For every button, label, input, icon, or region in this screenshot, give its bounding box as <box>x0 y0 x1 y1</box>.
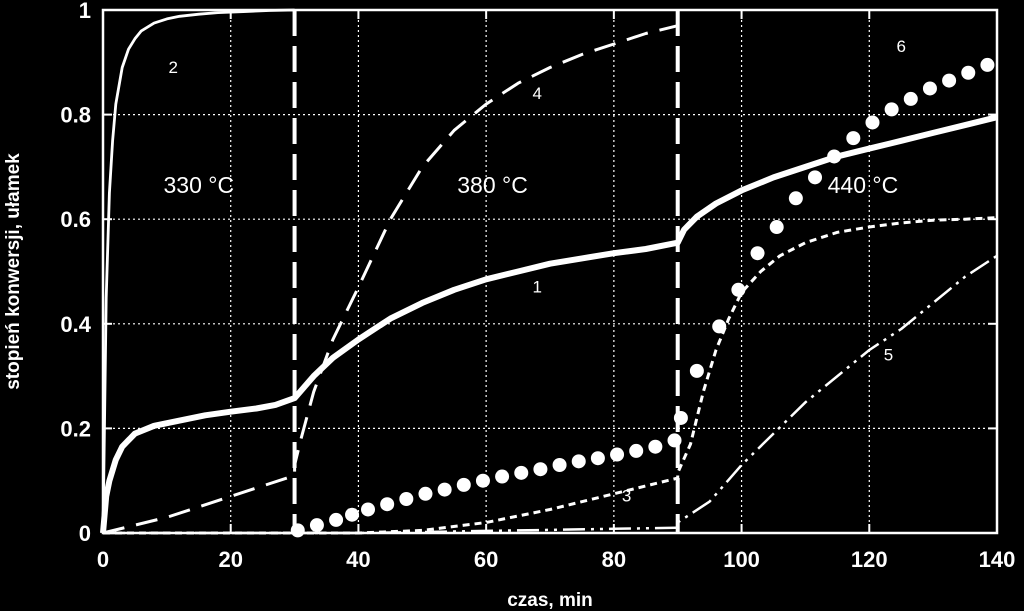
x-tick-label-6: 120 <box>851 547 888 572</box>
series-6-point-35 <box>942 73 957 88</box>
plot-frame <box>101 8 999 535</box>
series-6-point-15 <box>571 454 586 469</box>
series-6-point-18 <box>629 443 644 458</box>
series-6-point-29 <box>827 149 842 164</box>
x-tick-label-1: 20 <box>218 547 242 572</box>
series-6-point-25 <box>750 246 765 261</box>
series-6-point-20 <box>667 433 682 448</box>
series-6-point-12 <box>514 465 529 480</box>
series-6-point-2 <box>329 512 344 527</box>
series-6-point-30 <box>846 131 861 146</box>
series-6-point-37 <box>980 57 995 72</box>
series-6-point-24 <box>731 282 746 297</box>
y-tick-label-4: 0.8 <box>60 103 91 128</box>
series-6-point-13 <box>533 462 548 477</box>
x-tick-label-5: 100 <box>723 547 760 572</box>
y-tick-label-5: 1 <box>79 0 91 23</box>
series-6-point-6 <box>399 492 414 507</box>
series-6-point-23 <box>712 319 727 334</box>
annotation-2: 380 °C <box>457 172 528 198</box>
series-6-point-5 <box>380 497 395 512</box>
series-1-line <box>100 114 998 534</box>
series-5-label: 5 <box>884 345 893 364</box>
x-axis-title: czas, min <box>507 590 593 611</box>
series-2-line <box>101 8 295 534</box>
series-6-point-27 <box>788 191 803 206</box>
series-6-point-19 <box>648 439 663 454</box>
series-6-point-32 <box>884 102 899 117</box>
series-6-point-3 <box>345 507 360 522</box>
series-6-point-1 <box>309 518 324 533</box>
series-6-point-14 <box>552 458 567 473</box>
x-tick-label-3: 60 <box>474 547 498 572</box>
series-6-point-21 <box>673 410 688 425</box>
series-6-point-33 <box>903 91 918 106</box>
annotation-1: 330 °C <box>163 172 234 198</box>
x-tick-label-2: 40 <box>346 547 370 572</box>
series-6-point-36 <box>961 65 976 80</box>
series-6-point-28 <box>808 170 823 185</box>
y-tick-label-1: 0.2 <box>60 416 91 441</box>
y-axis-title: stopień konwersji, ułamek <box>3 153 24 390</box>
series-6-point-17 <box>610 447 625 462</box>
series-6-point-11 <box>495 469 510 484</box>
y-tick-label-0: 0 <box>79 521 91 546</box>
series-6-point-34 <box>922 81 937 96</box>
series-6-label: 6 <box>896 37 905 56</box>
series-6-point-10 <box>475 473 490 488</box>
series-4-line <box>102 24 679 535</box>
series-6-point-9 <box>456 477 471 492</box>
series-2-label: 2 <box>169 58 178 77</box>
series-1-label: 1 <box>532 277 541 296</box>
series-3-line <box>103 216 998 535</box>
series-6-point-0 <box>290 523 305 538</box>
y-tick-label-2: 0.4 <box>60 312 91 337</box>
series-6-point-7 <box>418 486 433 501</box>
series-6-point-31 <box>865 115 880 130</box>
series-4-label: 4 <box>532 84 541 103</box>
x-tick-label-4: 80 <box>602 547 626 572</box>
y-tick-label-3: 0.6 <box>60 207 91 232</box>
x-tick-label-7: 140 <box>979 547 1016 572</box>
series-6-point-16 <box>590 451 605 466</box>
annotation-3: 440 °C <box>828 172 899 198</box>
x-tick-label-0: 0 <box>97 547 109 572</box>
series-6-point-22 <box>689 363 704 378</box>
series-5-line <box>103 254 998 535</box>
series-6-point-4 <box>361 502 376 517</box>
series-3-label: 3 <box>622 487 631 506</box>
series-6-point-26 <box>769 220 784 235</box>
series-6-point-8 <box>437 482 452 497</box>
